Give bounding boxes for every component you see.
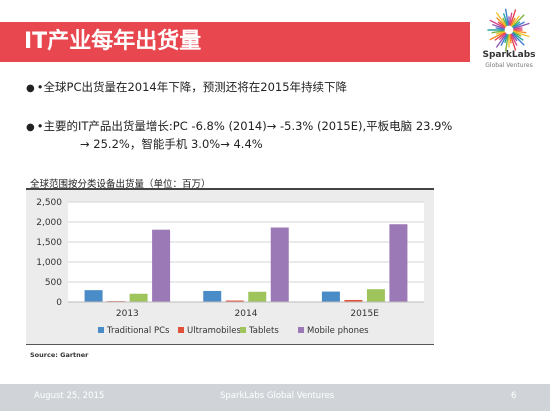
logo-ray [510,33,518,46]
bullet-2: ● •主要的IT产品出货量增长:PC -6.8% (2014)→ -5.3% (2… [26,118,536,153]
logo-ray [497,21,506,28]
bullet-1-text: •全球PC出货量在2014年下降，预测还将在2015年持续下降 [36,80,348,94]
y-tick-label: 2,500 [36,198,62,208]
legend-label: Traditional PCs [106,326,170,336]
logo-ray [513,22,530,30]
bar [225,300,244,302]
x-tick-label: 2013 [116,309,139,319]
bar [84,290,103,302]
y-tick-label: 0 [56,298,62,308]
logo-ray [513,27,523,30]
logo-ray [489,31,506,41]
bullet-dot: ● [26,122,35,133]
bar [270,227,289,302]
legend-label: Ultramobiles [187,326,241,336]
bar [321,291,340,302]
logo-ray [505,8,509,26]
logo-ray [512,32,524,41]
logo-ray [496,17,507,28]
logo-ray [513,30,527,34]
bullet-2-line-1: •主要的IT产品出货量增长:PC -6.8% (2014)→ -5.3% (20… [36,119,453,133]
logo-ray [510,17,516,27]
legend-swatch [98,327,104,333]
logo-ray [509,34,512,44]
chart-bottom-rule [26,344,434,345]
page-number: 6 [511,391,517,401]
logo-ray [509,34,517,51]
logo-ray [511,15,520,27]
bullet-1: ● •全球PC出货量在2014年下降，预测还将在2015年持续下降 [26,79,526,97]
y-tick-label: 1,000 [36,258,62,268]
logo-ray [495,33,507,48]
logo-ray [505,34,509,52]
bar [152,229,171,302]
logo-ray [502,17,508,27]
sparklabs-logo-icon [487,8,530,52]
footer-company: SparkLabs Global Ventures [220,391,335,401]
x-tick-label: 2015E [350,309,379,319]
logo-name: SparkLabs [482,50,536,60]
y-tick-label: 1,500 [36,238,62,248]
title-bar: IT产业每年出货量 [0,22,470,62]
logo-ray [511,33,518,42]
logo-ray [509,12,513,26]
logo-ray [512,21,521,28]
y-tick-label: 2,000 [36,218,62,228]
bar [366,289,385,302]
plot-area [68,202,424,302]
footer-date: August 25, 2015 [34,391,105,401]
legend-label: Tablets [248,326,279,336]
legend-swatch [240,327,246,333]
logo-ray [504,34,509,44]
bar [389,224,408,302]
legend-swatch [178,327,184,333]
shipments-chart: 0 500 1,000 1,500 2,000 2,500 2013 2014 2015E Tra… [36,198,424,336]
logo-ray [509,9,517,26]
bar [248,291,267,302]
logo-ray [489,19,506,29]
legend-swatch [298,327,304,333]
bar [203,290,222,302]
logo-ray [503,13,509,26]
bullet-dot: ● [26,83,35,94]
logo-ray [511,32,525,46]
bar [344,299,363,302]
chart-title: 全球范围按分类设备出货量（单位：百万） [30,179,211,190]
chart-source: Source: Gartner [30,351,89,359]
slide-title: IT产业每年出货量 [24,29,202,54]
legend-label: Mobile phones [307,326,369,336]
logo-ray [500,33,508,46]
logo-ray [512,31,522,37]
logo-ray [512,21,525,29]
chart-top-rule [26,188,434,190]
bar [129,293,148,302]
x-tick-label: 2014 [235,309,258,319]
logo-ray [499,32,507,40]
y-tick-label: 500 [45,278,62,288]
logo-ray [492,24,505,30]
logo-ray [495,12,507,27]
logo-subtitle: Global Ventures [485,62,533,69]
footer: August 25, 2015 SparkLabs Global Venture… [0,384,550,411]
logo-ray [495,30,505,35]
logo-ray [491,30,505,34]
logo-ray [494,32,506,41]
logo-ray [495,27,505,30]
logo-ray [513,30,530,38]
bullet-2-line-2: → 25.2%，智能手机 3.0%→ 4.4% [80,137,263,151]
logo-ray [511,14,525,28]
